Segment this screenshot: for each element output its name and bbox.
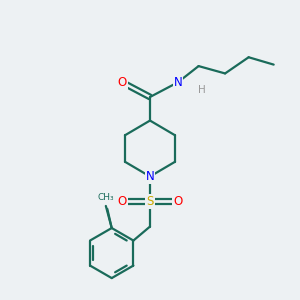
Text: S: S [146, 195, 154, 208]
Text: O: O [117, 76, 127, 89]
Text: N: N [146, 170, 154, 183]
Text: O: O [173, 195, 183, 208]
Text: N: N [174, 76, 182, 89]
Text: CH₃: CH₃ [98, 193, 114, 202]
Text: O: O [117, 195, 127, 208]
Text: H: H [198, 85, 206, 94]
